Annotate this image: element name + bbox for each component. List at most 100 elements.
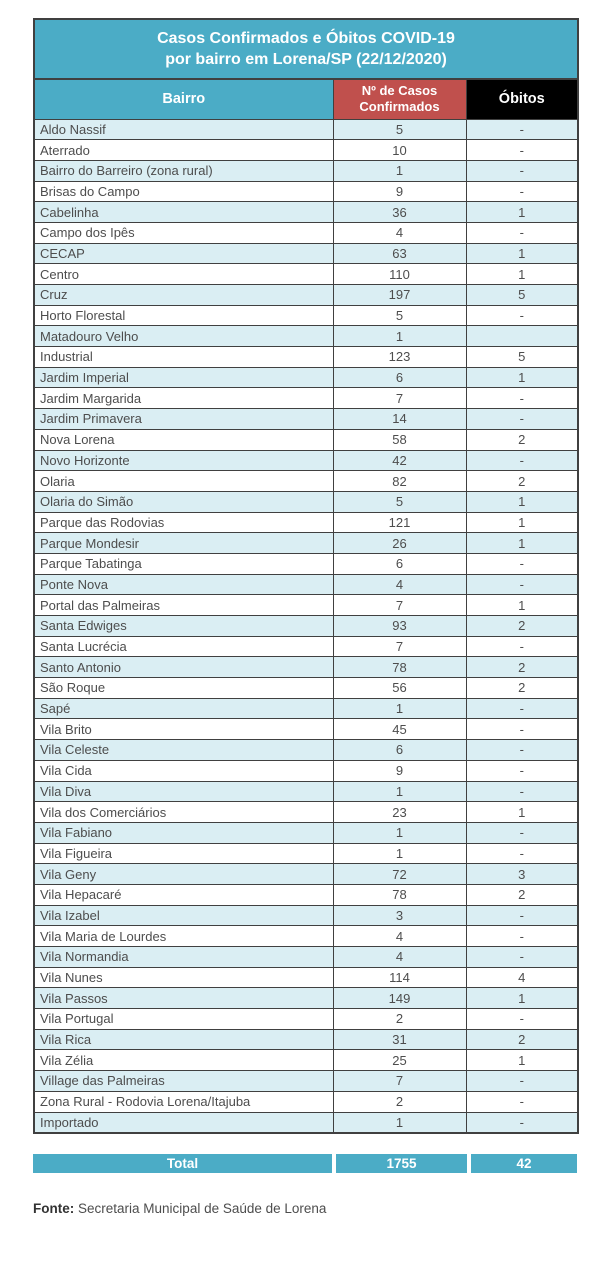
cell-obitos: - <box>465 780 579 803</box>
table-row: Olaria do Simão 5 1 <box>33 490 579 513</box>
cell-bairro: Novo Horizonte <box>33 449 334 472</box>
cell-obitos: 1 <box>465 263 579 285</box>
table-row: Vila Izabel 3- <box>33 904 579 927</box>
title-line-2: por bairro em Lorena/SP (22/12/2020) <box>165 51 447 68</box>
cell-casos: 1 <box>332 821 467 844</box>
source-text: Secretaria Municipal de Saúde de Lorena <box>78 1200 327 1216</box>
cell-casos: 114 <box>332 966 467 989</box>
cell-bairro: Horto Florestal <box>33 304 334 327</box>
table-row: Campo dos Ipês 4- <box>33 221 579 244</box>
table-row: Vila Diva 1- <box>33 780 579 803</box>
cell-casos: 7 <box>332 1070 467 1092</box>
table-row: Vila Celeste 6- <box>33 739 579 761</box>
cell-casos: 45 <box>332 718 467 741</box>
cell-obitos: - <box>465 118 579 141</box>
title-line-1: Casos Confirmados e Óbitos COVID-19 <box>157 30 455 47</box>
cell-bairro: Vila Geny <box>33 863 334 885</box>
table-row: Vila Passos 149 1 <box>33 987 579 1010</box>
cell-obitos: - <box>465 180 579 203</box>
cell-obitos: - <box>465 821 579 844</box>
cell-obitos: - <box>465 304 579 327</box>
cell-obitos: - <box>465 159 579 182</box>
cell-bairro: Industrial <box>33 346 334 368</box>
cell-obitos: - <box>465 1070 579 1092</box>
table-row: Bairro do Barreiro (zona rural) 1- <box>33 159 579 182</box>
cell-bairro: Vila Maria de Lourdes <box>33 925 334 947</box>
source-line: Fonte: Secretaria Municipal de Saúde de … <box>33 1201 577 1216</box>
cell-obitos: 2 <box>465 656 579 679</box>
cell-obitos: 2 <box>465 615 579 637</box>
cell-bairro: Vila Brito <box>33 718 334 741</box>
cell-obitos: 1 <box>465 532 579 554</box>
cell-obitos: - <box>465 697 579 720</box>
cell-casos: 7 <box>332 387 467 410</box>
cell-casos: 5 <box>332 118 467 141</box>
cell-bairro: Jardim Primavera <box>33 408 334 430</box>
table-row: Zona Rural - Rodovia Lorena/Itajuba 2- <box>33 1090 579 1113</box>
cell-obitos: 2 <box>465 883 579 906</box>
cell-obitos: - <box>465 387 579 410</box>
cell-bairro: Vila Rica <box>33 1028 334 1051</box>
cell-bairro: Jardim Margarida <box>33 387 334 410</box>
cell-casos: 7 <box>332 594 467 616</box>
table-row: Cruz 197 5 <box>33 284 579 306</box>
cell-bairro: Vila Celeste <box>33 739 334 761</box>
cell-obitos: - <box>465 408 579 430</box>
table-row: Aldo Nassif 5- <box>33 118 579 141</box>
column-header-row: Bairro Nº de Casos Confirmados Óbitos <box>33 78 579 120</box>
table-row: Santo Antonio 78 2 <box>33 656 579 679</box>
cell-casos: 5 <box>332 304 467 327</box>
cell-bairro: Parque das Rodovias <box>33 511 334 534</box>
table-row: Village das Palmeiras 7- <box>33 1070 579 1092</box>
cell-bairro: Parque Tabatinga <box>33 552 334 575</box>
table-row: Vila Maria de Lourdes 4- <box>33 925 579 947</box>
cell-casos: 23 <box>332 801 467 823</box>
cell-casos: 1 <box>332 842 467 865</box>
cell-casos: 121 <box>332 511 467 534</box>
cell-obitos: 1 <box>465 801 579 823</box>
table-row: Novo Horizonte 42- <box>33 449 579 472</box>
table-row: Vila Normandia 4- <box>33 946 579 968</box>
column-header-casos: Nº de Casos Confirmados <box>332 78 467 120</box>
table-row: Matadouro Velho 1 <box>33 325 579 348</box>
cell-bairro: Vila dos Comerciários <box>33 801 334 823</box>
cell-obitos: - <box>465 904 579 927</box>
cell-bairro: Vila Passos <box>33 987 334 1010</box>
cell-casos: 72 <box>332 863 467 885</box>
cell-obitos: - <box>465 139 579 161</box>
table-row: Jardim Primavera 14- <box>33 408 579 430</box>
cell-casos: 14 <box>332 408 467 430</box>
cell-casos: 4 <box>332 925 467 947</box>
cell-obitos: 1 <box>465 366 579 389</box>
cell-obitos: - <box>465 552 579 575</box>
table-row: Vila Brito 45- <box>33 718 579 741</box>
cell-obitos: - <box>465 739 579 761</box>
cell-obitos: 1 <box>465 511 579 534</box>
cell-obitos: - <box>465 1111 579 1134</box>
table-row: Aterrado 10- <box>33 139 579 161</box>
cell-bairro: Nova Lorena <box>33 428 334 451</box>
table-body: Aldo Nassif 5- Aterrado 10- Bairro do Barrei… <box>33 118 579 1134</box>
cell-casos: 4 <box>332 946 467 968</box>
cell-bairro: Importado <box>33 1111 334 1134</box>
total-divider <box>467 1153 471 1173</box>
column-header-obitos: Óbitos <box>465 78 579 120</box>
table-row: Jardim Margarida 7- <box>33 387 579 410</box>
cell-obitos: - <box>465 221 579 244</box>
cell-casos: 7 <box>332 635 467 658</box>
cell-obitos: 1 <box>465 594 579 616</box>
cell-bairro: Brisas do Campo <box>33 180 334 203</box>
cell-casos: 9 <box>332 180 467 203</box>
table-row: Sapé 1- <box>33 697 579 720</box>
table-row: Parque Tabatinga 6- <box>33 552 579 575</box>
cell-casos: 6 <box>332 366 467 389</box>
cell-bairro: Cruz <box>33 284 334 306</box>
covid-table: Casos Confirmados e Óbitos COVID-19 por … <box>32 18 580 1134</box>
cell-obitos: - <box>465 842 579 865</box>
table-row: Importado 1- <box>33 1111 579 1134</box>
cell-obitos: 2 <box>465 470 579 492</box>
covid-table-figure: Casos Confirmados e Óbitos COVID-19 por … <box>32 18 580 1216</box>
cell-bairro: Campo dos Ipês <box>33 221 334 244</box>
table-row: Centro 110 1 <box>33 263 579 285</box>
cell-bairro: Jardim Imperial <box>33 366 334 389</box>
